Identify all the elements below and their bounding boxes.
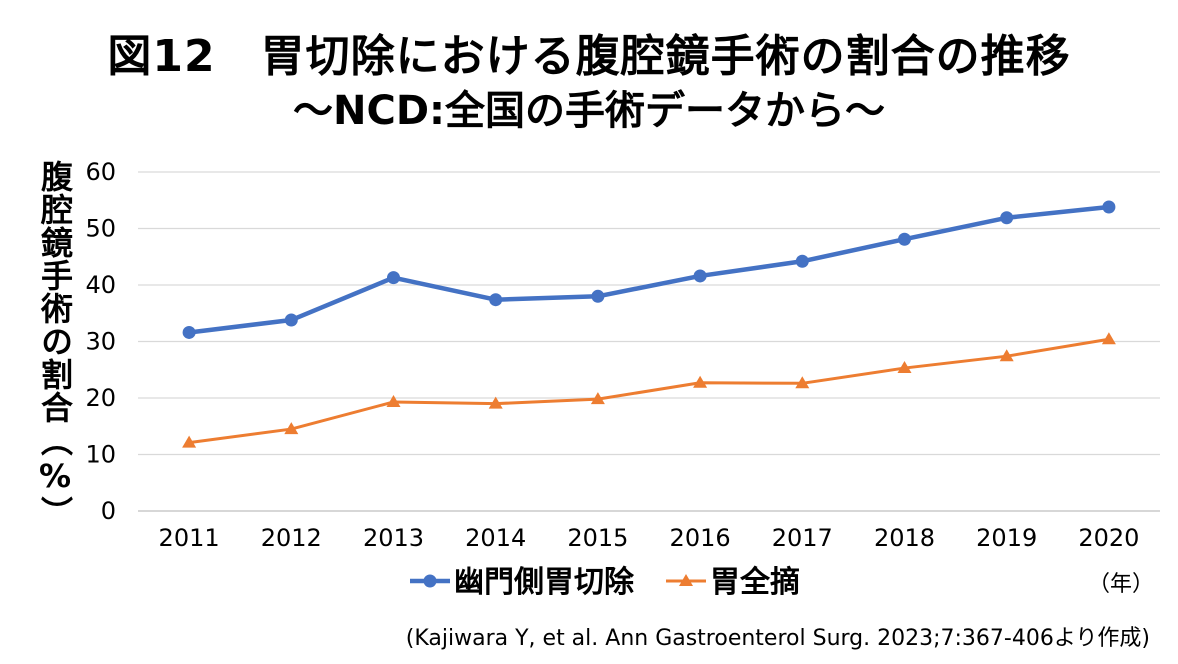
y-tick-label: 60 bbox=[85, 158, 116, 186]
legend-marker bbox=[423, 574, 437, 588]
data-point bbox=[693, 375, 708, 388]
data-point bbox=[1101, 332, 1116, 345]
x-tick-label: 2019 bbox=[976, 524, 1037, 552]
x-axis-unit: （年） bbox=[1088, 572, 1155, 597]
chart-subtitle: ～NCD:全国の手術データから～ bbox=[292, 88, 886, 134]
x-tick-label: 2020 bbox=[1078, 524, 1139, 552]
data-point bbox=[182, 325, 196, 339]
data-point bbox=[1000, 211, 1014, 225]
x-tick-label: 2015 bbox=[567, 524, 628, 552]
data-point bbox=[488, 396, 503, 409]
x-tick-label: 2016 bbox=[670, 524, 731, 552]
data-point bbox=[999, 349, 1014, 362]
data-point bbox=[489, 293, 503, 307]
data-point bbox=[284, 313, 298, 327]
data-point bbox=[590, 392, 605, 405]
x-tick-label: 2011 bbox=[159, 524, 220, 552]
data-point bbox=[898, 232, 911, 246]
y-tick-label: 50 bbox=[85, 215, 116, 243]
data-point bbox=[284, 422, 299, 435]
x-tick-label: 2017 bbox=[772, 524, 833, 552]
data-point bbox=[795, 376, 810, 389]
y-tick-label: 20 bbox=[85, 384, 116, 412]
data-point bbox=[387, 271, 400, 285]
x-tick-label: 2018 bbox=[874, 524, 935, 552]
y-axis-label: 腹腔鏡手術の割合（%） bbox=[36, 160, 74, 529]
data-point bbox=[386, 394, 401, 407]
data-point bbox=[591, 289, 605, 303]
data-point bbox=[693, 269, 707, 283]
source-citation: (Kajiwara Y, et al. Ann Gastroenterol Su… bbox=[405, 626, 1150, 651]
data-point bbox=[795, 254, 809, 268]
x-tick-label: 2013 bbox=[363, 524, 424, 552]
data-point bbox=[1102, 200, 1116, 214]
y-tick-label: 10 bbox=[85, 441, 116, 469]
y-tick-label: 40 bbox=[85, 271, 116, 299]
chart-title: 図12 胃切除における腹腔鏡手術の割合の推移 bbox=[107, 31, 1071, 82]
data-point bbox=[182, 435, 197, 448]
y-tick-label: 30 bbox=[85, 328, 116, 356]
legend-label: 胃全摘 bbox=[710, 565, 800, 600]
data-point bbox=[897, 361, 912, 374]
series-line-2 bbox=[188, 337, 1110, 445]
x-tick-label: 2012 bbox=[261, 524, 322, 552]
legend-label: 幽門側胃切除 bbox=[454, 565, 635, 600]
y-tick-label: 0 bbox=[101, 497, 116, 525]
x-tick-label: 2014 bbox=[465, 524, 526, 552]
legend-marker bbox=[679, 574, 693, 586]
series-line-1 bbox=[188, 204, 1110, 335]
